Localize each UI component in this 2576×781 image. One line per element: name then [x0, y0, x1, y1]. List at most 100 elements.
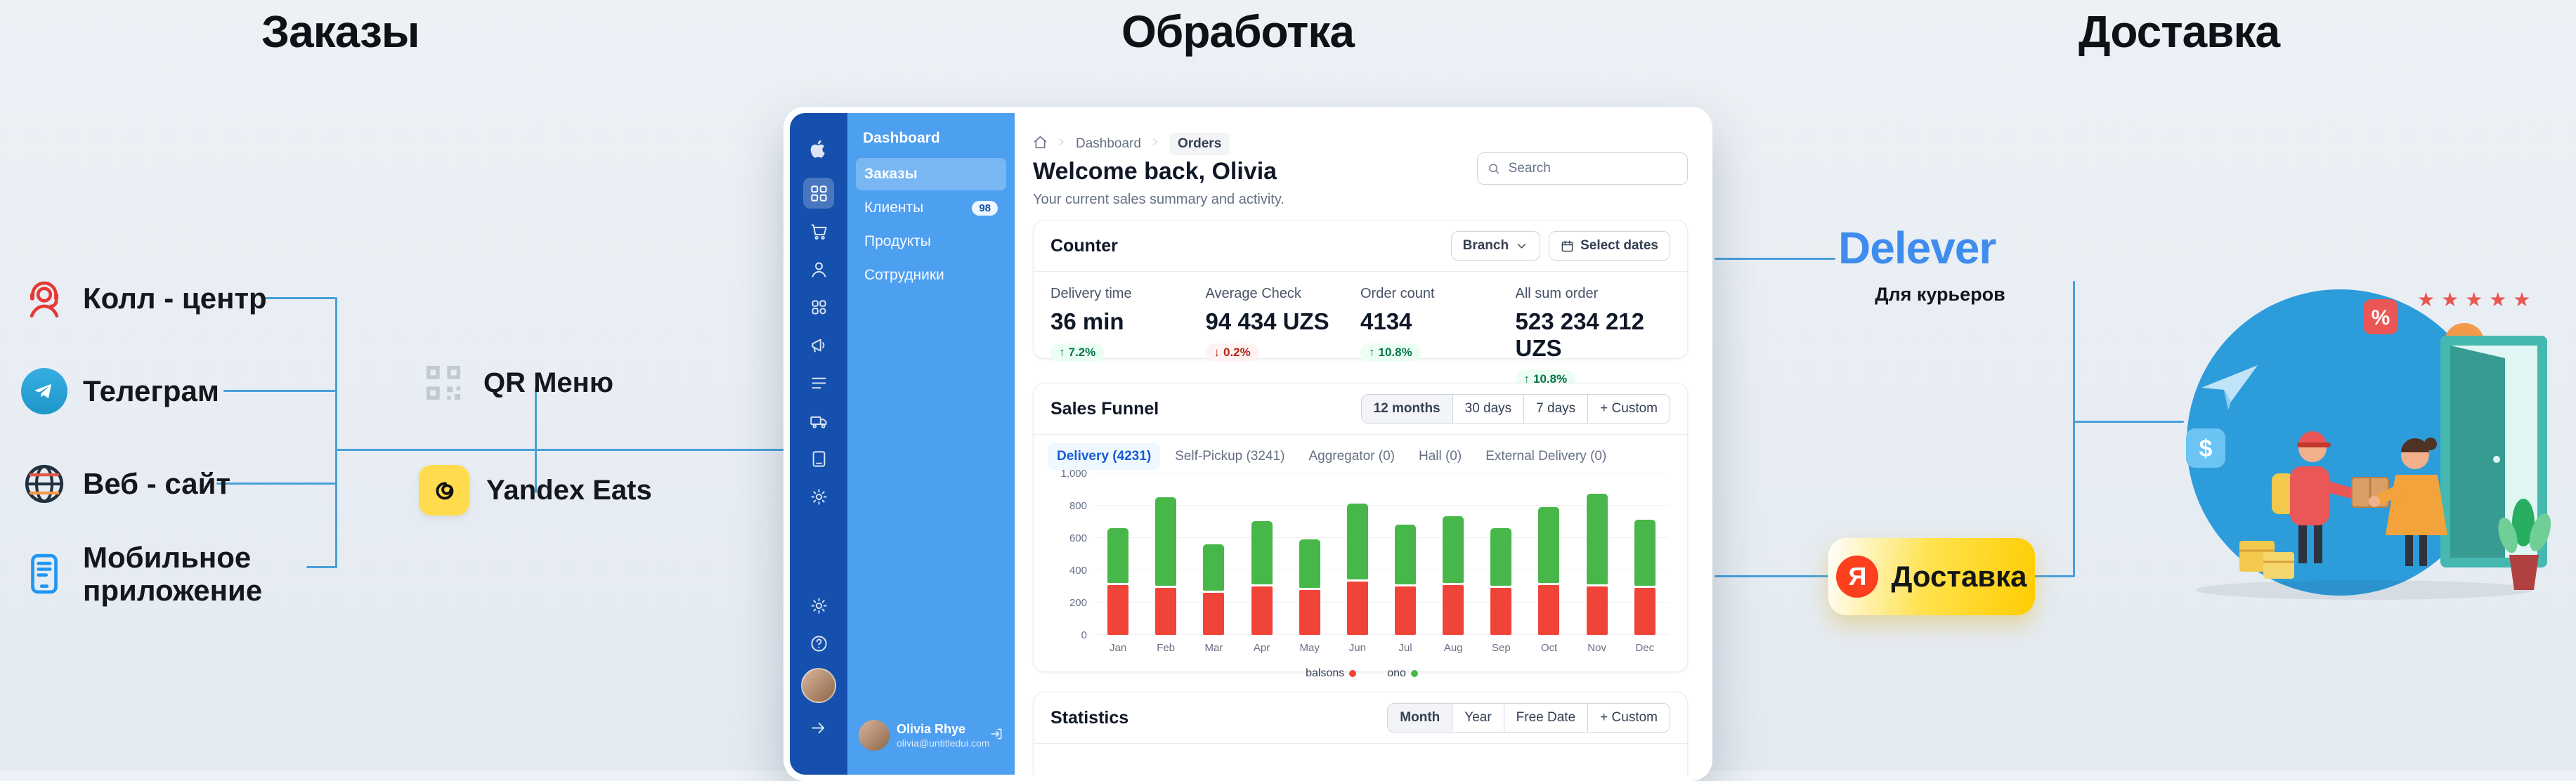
y-tick-label: 400 [1069, 565, 1087, 577]
x-tick-label: May [1299, 642, 1320, 654]
for-couriers-label: Для курьеров [1875, 284, 2005, 305]
yandex-letter: Я [1848, 562, 1867, 591]
telegram-icon [21, 368, 67, 414]
sidebar-item-label: Клиенты [864, 199, 924, 216]
x-tick-label: Feb [1157, 642, 1176, 654]
x-tick-label: Jan [1109, 642, 1127, 654]
branch-button[interactable]: Branch [1450, 231, 1541, 261]
bar-segment-balsons [1586, 586, 1608, 635]
terminal-icon[interactable] [803, 443, 834, 474]
x-tick-label: Oct [1540, 642, 1558, 654]
qr-code-icon [420, 360, 467, 406]
delta-arrow-icon: ↑ [1059, 346, 1065, 359]
breadcrumb: Dashboard Orders [1033, 133, 1230, 155]
range-month[interactable]: Month [1388, 704, 1452, 732]
connector-delever [1715, 258, 1835, 260]
x-tick-label: Aug [1443, 642, 1463, 654]
channel-label: Yandex Eats [486, 474, 652, 506]
select-dates-button[interactable]: Select dates [1549, 231, 1670, 261]
bar-segment-balsons [1107, 584, 1129, 635]
range-30-days[interactable]: 30 days [1452, 395, 1524, 423]
y-tick-label: 0 [1081, 629, 1087, 641]
page-subtitle: Your current sales summary and activity. [1033, 192, 1284, 207]
tab-hall[interactable]: Hall (0) [1418, 449, 1462, 464]
bar-segment-ono [1203, 544, 1225, 591]
avatar[interactable] [801, 668, 836, 703]
bar-group-feb [1155, 497, 1177, 635]
search-input[interactable] [1507, 160, 1677, 177]
delever-logo: Delever [1838, 223, 1996, 273]
apps-icon[interactable] [803, 291, 834, 322]
delta-arrow-icon: ↓ [1214, 346, 1221, 359]
counter-stats: Delivery time 36 min ↑ 7.2% Average Check… [1034, 272, 1687, 388]
bar-group-oct [1538, 506, 1560, 635]
dashboard-window: Dashboard Заказы Клиенты 98 Продукты Сот… [783, 107, 1712, 781]
y-tick-label: 800 [1069, 500, 1087, 512]
cart-icon[interactable] [803, 216, 834, 247]
funnel-range-control: 12 months 30 days 7 days + Custom [1360, 394, 1670, 424]
bar-segment-ono [1155, 497, 1177, 586]
bar-segment-balsons [1203, 593, 1225, 635]
stat-label: Average Check [1205, 286, 1301, 301]
integrations-icon[interactable] [803, 481, 834, 512]
gridline [1094, 537, 1669, 538]
stat-label: Order count [1360, 286, 1435, 301]
range-custom[interactable]: + Custom [1587, 704, 1670, 732]
gridline [1094, 634, 1669, 635]
range-custom[interactable]: + Custom [1587, 395, 1670, 423]
sidebar-user: Olivia Rhye olivia@untitledui.com [856, 720, 1006, 751]
search-box[interactable] [1477, 152, 1688, 185]
menu-list-icon[interactable] [803, 367, 834, 398]
sidebar-item-label: Продукты [864, 233, 931, 249]
tab-delivery[interactable]: Delivery (4231) [1048, 443, 1161, 470]
delivery-truck-icon[interactable] [803, 405, 834, 436]
stat-value: 523 234 212 UZS [1515, 308, 1645, 361]
sidebar-item-products[interactable]: Продукты [856, 225, 1006, 258]
marketing-icon[interactable] [803, 329, 834, 360]
gridline [1094, 505, 1669, 506]
clients-count-badge: 98 [972, 200, 998, 216]
funnel-tabs: Delivery (4231) Self-Pickup (3241) Aggre… [1034, 435, 1687, 470]
search-icon [1489, 164, 1500, 174]
bar-group-jul [1395, 524, 1417, 635]
tab-aggregator[interactable]: Aggregator (0) [1308, 449, 1395, 464]
range-year[interactable]: Year [1452, 704, 1503, 732]
tab-external-delivery[interactable]: External Delivery (0) [1485, 449, 1607, 464]
bar-group-nov [1586, 494, 1608, 635]
delivery-illustration: $ % [2161, 275, 2565, 616]
sidebar-item-employees[interactable]: Сотрудники [856, 259, 1006, 291]
help-icon[interactable] [803, 628, 834, 659]
range-free-date[interactable]: Free Date [1503, 704, 1587, 732]
order-source-label: Телеграм [83, 374, 219, 408]
breadcrumb-orders[interactable]: Orders [1169, 133, 1230, 155]
logout-icon[interactable] [989, 727, 1003, 744]
order-source-website: Веб - сайт [21, 461, 230, 507]
section-title-processing: Обработка [1121, 6, 1355, 57]
calendar-icon [1561, 240, 1573, 251]
range-12-months[interactable]: 12 months [1361, 395, 1452, 423]
connector-channels-vertical [535, 388, 537, 493]
connector-yandex-delivery [1715, 575, 1828, 577]
sidebar-item-orders[interactable]: Заказы [856, 158, 1006, 190]
dollar-icon: $ [2199, 435, 2213, 462]
counter-card: Counter Branch Select dates Delivery tim… [1033, 220, 1688, 388]
delta-value: 7.2% [1068, 346, 1096, 359]
channel-label: QR Меню [483, 367, 613, 398]
legend-item: ono [1387, 667, 1418, 680]
tab-self-pickup[interactable]: Self-Pickup (3241) [1175, 449, 1285, 464]
home-icon[interactable] [1033, 135, 1048, 154]
range-7-days[interactable]: 7 days [1523, 395, 1587, 423]
y-axis: 0 200 400 600 800 1,000 [1053, 468, 1087, 641]
section-title-delivery: Доставка [2079, 6, 2280, 57]
customers-icon[interactable] [803, 254, 834, 284]
stat-order-count: Order count 4134 ↑ 10.8% [1360, 286, 1516, 388]
counter-title: Counter [1050, 235, 1118, 256]
breadcrumb-dashboard[interactable]: Dashboard [1076, 136, 1141, 151]
logout-arrow-icon[interactable] [803, 712, 834, 743]
dashboard-icon[interactable] [803, 178, 834, 209]
sidebar-item-clients[interactable]: Клиенты 98 [856, 192, 1006, 224]
bar-group-mar [1203, 544, 1225, 635]
settings-icon[interactable] [803, 590, 834, 621]
delta-arrow-icon: ↑ [1369, 346, 1375, 359]
yandex-delivery-label: Доставка [1891, 560, 2027, 593]
